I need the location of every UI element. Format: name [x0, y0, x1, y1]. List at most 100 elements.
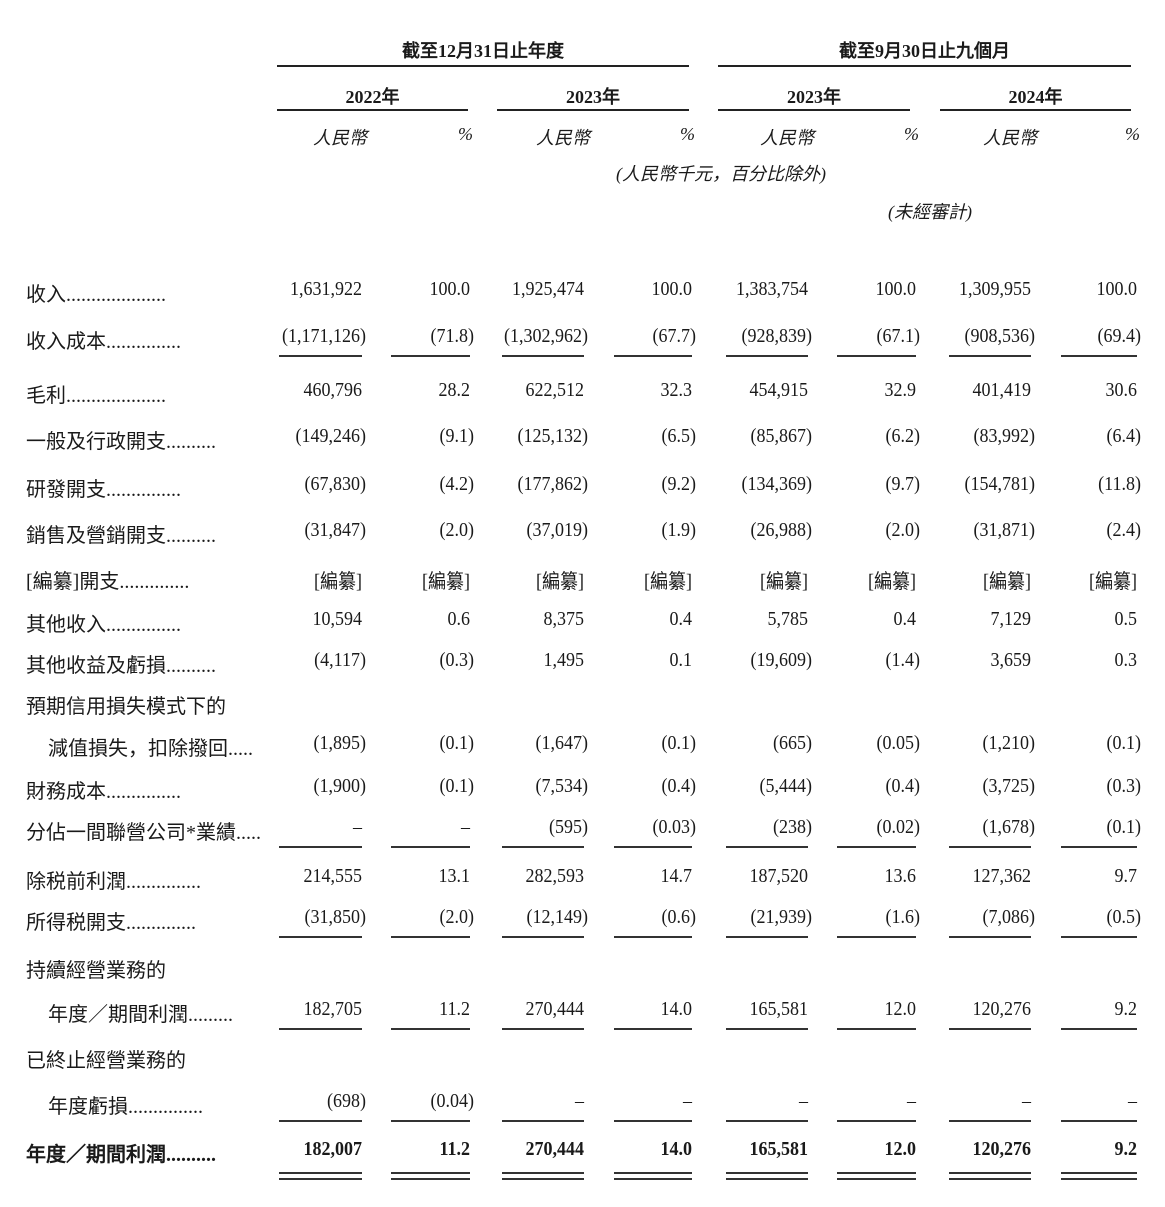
leader-dots: .............. — [126, 912, 196, 934]
double-underline — [502, 1178, 584, 1180]
divider — [718, 109, 910, 111]
unaudited-note: (未經審計) — [888, 202, 972, 222]
percent-cell: (0.4) — [661, 775, 696, 797]
row-label: 預期信用損失模式下的 — [26, 690, 226, 719]
divider — [277, 109, 468, 111]
subtotal-underline — [1061, 1120, 1137, 1122]
amount-cell: (31,847) — [304, 519, 366, 541]
divider — [940, 109, 1131, 111]
amount-cell: (83,992) — [973, 425, 1035, 447]
percent-cell: (0.5) — [1106, 906, 1141, 928]
amount-cell: 187,520 — [749, 865, 809, 887]
percent-cell: (11.8) — [1098, 473, 1141, 495]
subtotal-underline — [279, 1120, 362, 1122]
subtotal-underline — [726, 1120, 808, 1122]
subtotal-underline — [391, 846, 470, 848]
leader-dots: .......... — [166, 431, 216, 453]
percent-cell: 9.7 — [1114, 865, 1138, 887]
percent-cell: 13.1 — [438, 865, 471, 887]
subtotal-underline — [391, 936, 470, 938]
amount-cell: (85,867) — [750, 425, 812, 447]
amount-cell: 182,007 — [303, 1138, 363, 1160]
amount-cell: 1,495 — [543, 649, 585, 671]
percent-cell: 11.2 — [439, 1138, 470, 1160]
amount-cell: (1,302,962) — [504, 325, 588, 347]
amount-cell: [編纂] — [983, 571, 1031, 593]
amount-cell: 1,631,922 — [290, 278, 362, 300]
double-underline — [837, 1172, 916, 1174]
percent-cell: 30.6 — [1105, 379, 1138, 401]
percent-cell: 0.3 — [1114, 649, 1138, 671]
percent-cell: [編纂] — [644, 571, 692, 593]
amount-cell: (1,895) — [313, 732, 366, 754]
percent-cell: (69.4) — [1097, 325, 1141, 347]
percent-cell: (1.9) — [661, 519, 696, 541]
amount-cell: 1,309,955 — [959, 278, 1031, 300]
row-label-text: [編纂]開支 — [26, 571, 120, 593]
amount-cell: (908,536) — [964, 325, 1035, 347]
leader-dots: ............... — [106, 331, 181, 353]
row-label-text: 除税前利潤 — [26, 871, 126, 893]
row-label-text: 年度／期間利潤 — [48, 1004, 188, 1026]
amount-cell: 165,581 — [749, 1138, 809, 1160]
row-label: 所得税開支.............. — [26, 906, 196, 935]
subtotal-underline — [837, 846, 916, 848]
percent-cell: [編纂] — [1089, 571, 1137, 593]
percent-cell: 0.6 — [447, 608, 471, 630]
percent-cell: 14.0 — [660, 1138, 693, 1160]
currency-header: 人民幣 — [760, 128, 814, 148]
row-label: 年度／期間利潤.......... — [26, 1138, 216, 1167]
subtotal-underline — [949, 355, 1031, 357]
leader-dots: .......... — [166, 655, 216, 677]
leader-dots: .................... — [66, 385, 166, 407]
double-underline — [726, 1178, 808, 1180]
percent-cell: (2.4) — [1106, 519, 1141, 541]
divider — [497, 109, 689, 111]
leader-dots: ............... — [106, 781, 181, 803]
row-label: 除税前利潤............... — [26, 865, 201, 894]
percent-cell: (0.02) — [876, 816, 920, 838]
unit-note: (人民幣千元，百分比除外) — [616, 164, 826, 184]
row-label: [編纂]開支.............. — [26, 565, 189, 594]
amount-cell: (665) — [773, 732, 812, 754]
percent-cell: (0.1) — [439, 775, 474, 797]
subtotal-underline — [1061, 936, 1137, 938]
percent-cell: (2.0) — [439, 519, 474, 541]
row-label-text: 持續經營業務的 — [26, 960, 166, 982]
amount-cell: 1,383,754 — [736, 278, 808, 300]
subtotal-underline — [837, 355, 916, 357]
percent-cell: – — [461, 816, 470, 838]
amount-cell: – — [1022, 1090, 1031, 1112]
amount-cell: 460,796 — [303, 379, 363, 401]
amount-cell: (4,117) — [314, 649, 366, 671]
subtotal-underline — [949, 1120, 1031, 1122]
percent-cell: – — [1128, 1090, 1137, 1112]
percent-cell: (0.6) — [661, 906, 696, 928]
percent-cell: (67.7) — [652, 325, 696, 347]
amount-cell: 1,925,474 — [512, 278, 584, 300]
percent-cell: 12.0 — [884, 998, 917, 1020]
percent-cell: (0.1) — [661, 732, 696, 754]
leader-dots: .......... — [166, 525, 216, 547]
year-header: 2022年 — [345, 87, 400, 107]
double-underline — [949, 1172, 1031, 1174]
leader-dots: ......... — [188, 1004, 233, 1026]
subtotal-underline — [1061, 355, 1137, 357]
amount-cell: 7,129 — [990, 608, 1032, 630]
percent-cell: 14.0 — [660, 998, 693, 1020]
subtotal-underline — [726, 355, 808, 357]
row-label: 其他收益及虧損.......... — [26, 649, 216, 678]
subtotal-underline — [949, 846, 1031, 848]
divider — [718, 65, 1131, 67]
amount-cell: (1,900) — [313, 775, 366, 797]
row-label: 收入.................... — [26, 278, 166, 307]
subtotal-underline — [614, 936, 692, 938]
row-label-text: 研發開支 — [26, 479, 106, 501]
leader-dots: ............... — [126, 871, 201, 893]
percent-cell: (6.2) — [885, 425, 920, 447]
row-label: 研發開支............... — [26, 473, 181, 502]
percent-cell: (0.3) — [439, 649, 474, 671]
percent-cell: (0.05) — [876, 732, 920, 754]
percent-cell: 0.4 — [669, 608, 693, 630]
row-label-text: 財務成本 — [26, 781, 106, 803]
